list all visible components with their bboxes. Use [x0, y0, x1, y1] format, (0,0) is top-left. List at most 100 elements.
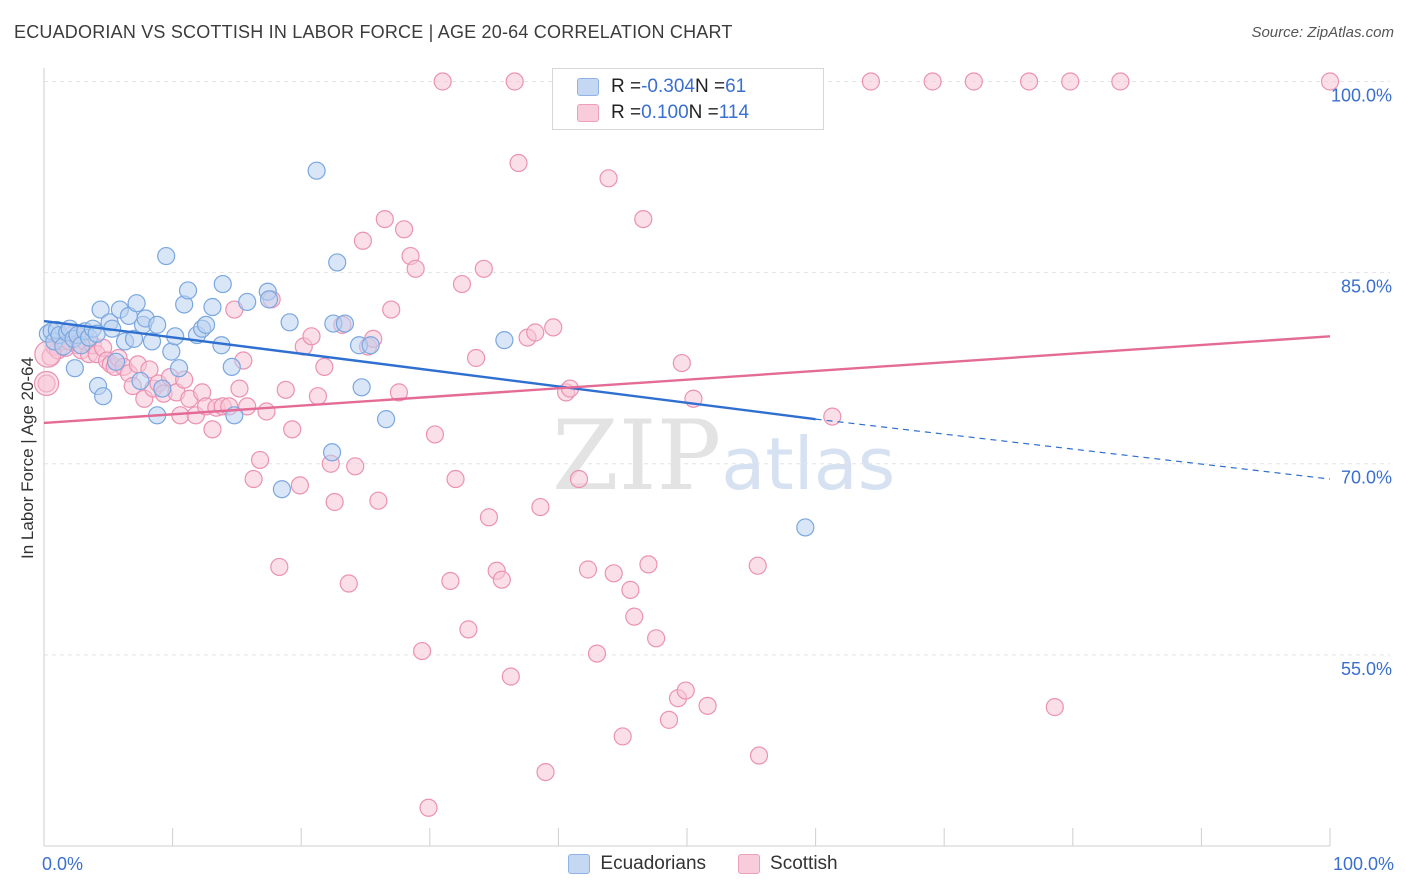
ecuadorian-points [38, 161, 815, 537]
ecuadorian-point [376, 410, 396, 429]
scottish-point [613, 727, 632, 746]
scottish-point [625, 607, 644, 626]
scottish-point [923, 72, 942, 91]
ecuadorian-swatch [577, 78, 599, 96]
series-legend: Ecuadorians Scottish [0, 852, 1406, 876]
scottish-point [748, 556, 767, 575]
ecuadorian-point [169, 359, 189, 378]
ecuadorian-trend-line [43, 319, 816, 421]
scottish-point [479, 508, 499, 527]
scottish-point [861, 72, 880, 91]
scottish-point [604, 564, 623, 583]
ecuadorian-point [203, 297, 222, 317]
ecuadorian-point [222, 357, 241, 377]
scottish-point [270, 557, 289, 577]
ecuadorian-point [238, 292, 257, 312]
ecuadorian-point [65, 359, 84, 378]
scottish-point [375, 209, 394, 229]
scottish-point [203, 420, 222, 439]
scottish-point [531, 497, 550, 517]
ecuadorian-point [127, 294, 146, 313]
n-value: 114 [718, 102, 750, 123]
scottish-point [578, 560, 598, 579]
ecuadorian-point [335, 314, 355, 333]
legend-item-ecuadorians: Ecuadorians [568, 853, 706, 875]
r-value: 0.100 [641, 102, 689, 123]
scottish-point [1061, 72, 1080, 91]
n-value: 61 [725, 76, 747, 97]
scottish-point [257, 402, 276, 421]
scottish-point [492, 570, 511, 589]
stats-row-scottish: R = 0.100 N = 114 [577, 101, 749, 125]
scottish-point [353, 231, 373, 250]
scottish-point [302, 327, 321, 346]
ecuadorian-point [361, 336, 380, 355]
ecuadorian-point [157, 246, 176, 266]
ecuadorian-point [352, 378, 371, 397]
scottish-point [536, 762, 555, 782]
scottish-point [639, 555, 658, 574]
ecuadorian-point [131, 371, 150, 391]
ecuadorian-point [162, 342, 181, 361]
scottish-point [526, 323, 545, 342]
y-tick-label: 70.0% [1341, 468, 1392, 488]
scottish-point [446, 469, 465, 489]
ecuadorian-point [91, 300, 110, 319]
scottish-point [647, 629, 666, 648]
stats-legend: R = -0.304 N = 61 R = 0.100 N = 114 [552, 68, 824, 130]
scottish-point [250, 450, 270, 470]
ecuadorian-point [328, 253, 347, 272]
legend-item-scottish: Scottish [738, 853, 838, 875]
scottish-point [459, 620, 478, 639]
scottish-point [1320, 72, 1340, 91]
scottish-point [346, 457, 365, 476]
scottish-point [425, 425, 445, 444]
chart-title: ECUADORIAN VS SCOTTISH IN LABOR FORCE | … [14, 22, 733, 42]
scottish-point [1111, 72, 1130, 91]
scottish-point [676, 681, 695, 700]
chart-source: Source: ZipAtlas.com [1251, 24, 1394, 41]
ecuadorian-point [259, 290, 279, 309]
scottish-point [315, 357, 334, 377]
scottish-point [466, 348, 486, 368]
r-label: R = [611, 76, 642, 97]
scottish-point [433, 72, 452, 91]
scottish-point [308, 387, 328, 406]
ecuadorian-point [213, 274, 232, 294]
scottish-point [569, 469, 589, 489]
ecuadorian-point [94, 387, 113, 406]
y-axis-label: In Labor Force | Age 20-64 [18, 357, 37, 559]
ecuadorian-point [307, 161, 326, 180]
legend-label-ecuadorians: Ecuadorians [600, 853, 707, 874]
y-tick-label: 55.0% [1341, 659, 1392, 679]
ecuadorian-trend-extension [815, 418, 1331, 480]
scottish-point [419, 798, 438, 817]
scottish-trend-line [43, 335, 1331, 425]
scottish-point [698, 696, 717, 715]
scottish-point [244, 469, 263, 489]
legend-label-scottish: Scottish [770, 853, 838, 874]
ecuadorian-point [106, 352, 126, 371]
r-label: R = [611, 102, 642, 123]
stats-row-ecuadorian: R = -0.304 N = 61 [577, 75, 746, 99]
y-tick-label: 100.0% [1331, 85, 1392, 105]
ecuadorian-point [495, 331, 514, 350]
scottish-point [509, 153, 528, 173]
watermark: ZIPatlas [552, 400, 895, 512]
scottish-point [505, 72, 524, 91]
y-tick-label: 85.0% [1341, 277, 1392, 297]
scottish-point [283, 420, 302, 439]
scottish-points [33, 72, 1340, 817]
ecuadorian-point [153, 379, 172, 398]
scottish-point [325, 492, 344, 512]
scottish-point [33, 370, 60, 397]
scottish-point [964, 72, 983, 91]
scottish-point [1045, 698, 1064, 717]
ecuadorian-point [178, 281, 198, 300]
scottish-point [290, 476, 310, 495]
ecuadorian-point [796, 518, 815, 537]
scottish-point [389, 383, 409, 402]
scottish-point [599, 169, 618, 188]
scottish-point [276, 380, 295, 399]
